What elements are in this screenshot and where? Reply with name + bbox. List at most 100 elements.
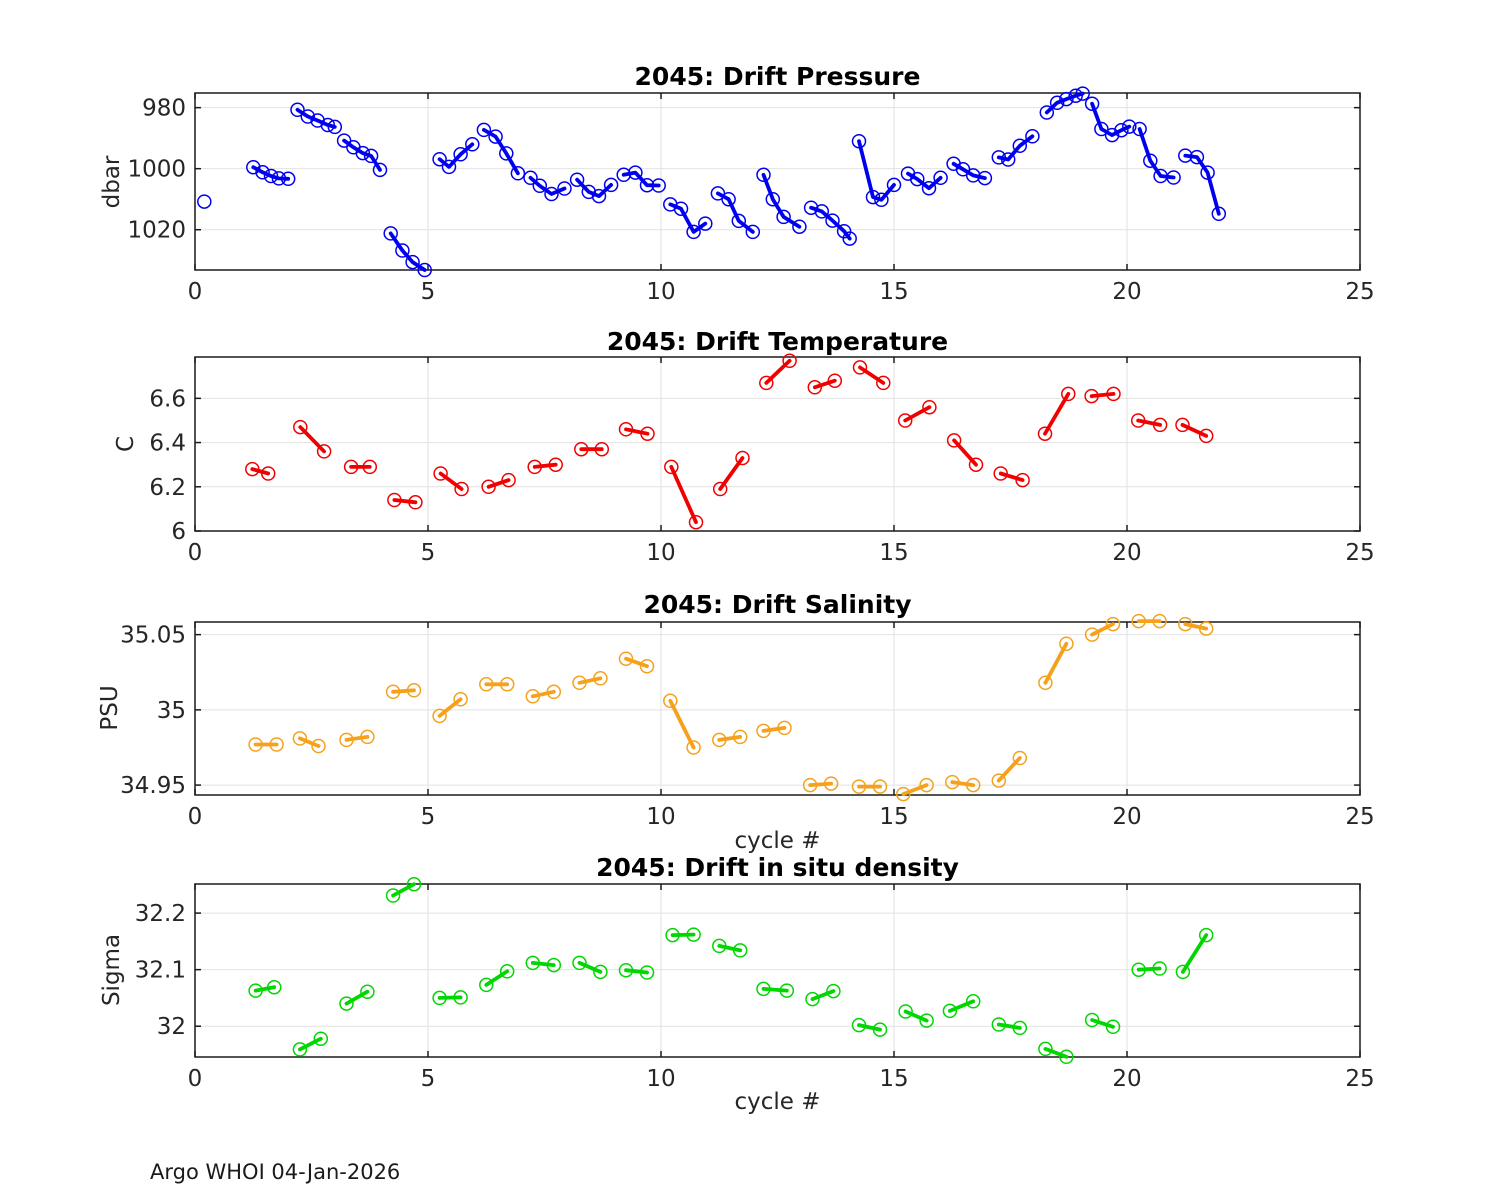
data-point-marker [510, 166, 526, 181]
drift-segment-line [438, 471, 464, 491]
drift-segment-line [903, 405, 932, 423]
data-point-marker [248, 983, 263, 998]
data-point-marker [977, 170, 993, 186]
drift-segment-line [344, 735, 370, 742]
x-tick-label: 20 [1112, 279, 1141, 305]
data-point-marker [919, 777, 934, 793]
data-point-marker [405, 254, 420, 270]
x-tick-label: 0 [188, 804, 203, 830]
drift-segment-line [761, 172, 802, 229]
x-tick-label: 5 [421, 279, 436, 305]
data-point-marker [852, 360, 868, 375]
data-point-marker [593, 671, 608, 686]
data-point-marker [745, 224, 761, 240]
data-point-marker [263, 168, 279, 184]
data-point-marker [290, 102, 305, 118]
data-point-marker [721, 191, 736, 207]
data-point-marker [922, 399, 937, 415]
data-point-marker [1131, 962, 1146, 977]
chart-title-density: 2045: Drift in situ density [596, 853, 959, 882]
data-point-marker [756, 167, 771, 183]
data-point-marker [618, 422, 634, 437]
data-point-marker [548, 457, 563, 472]
data-point-marker [417, 262, 432, 278]
data-point-marker [946, 433, 962, 448]
data-point-marker [1130, 413, 1146, 428]
drift-segment-line [437, 995, 463, 1000]
data-point-marker [591, 188, 607, 204]
drift-segment-line [1043, 641, 1069, 685]
data-point-marker [1198, 927, 1214, 943]
drift-segment-line [996, 756, 1022, 783]
data-point-marker [1075, 86, 1090, 101]
data-point-marker [1084, 627, 1100, 642]
data-point-marker [664, 459, 679, 475]
data-point-marker [1094, 121, 1109, 137]
drift-segment-line [484, 969, 510, 987]
data-point-marker [360, 729, 375, 745]
data-point-marker [292, 731, 308, 746]
data-point-marker [779, 983, 795, 998]
data-point-marker [1025, 129, 1040, 144]
data-point-marker [865, 189, 881, 205]
data-point-marker [527, 459, 542, 475]
data-point-marker [320, 117, 336, 133]
data-point-marker [1012, 1020, 1028, 1036]
drift-segment-line [906, 171, 943, 191]
x-tick-label: 20 [1112, 540, 1141, 566]
data-point-marker [544, 186, 559, 202]
drift-segment-line [996, 134, 1035, 162]
data-point-marker [339, 996, 354, 1011]
x-tick-label: 5 [421, 1066, 436, 1092]
data-point-marker [481, 479, 496, 495]
drift-segment-line [903, 1009, 929, 1023]
data-point-marker [1132, 121, 1147, 137]
data-point-marker [488, 129, 503, 144]
drift-segment-line [575, 177, 613, 199]
drift-segment-line [297, 1036, 323, 1052]
x-tick-label: 20 [1112, 1066, 1141, 1092]
data-point-marker [782, 353, 797, 369]
plot-frame [194, 356, 1361, 532]
data-point-marker [433, 466, 448, 481]
data-point-marker [898, 1004, 913, 1019]
drift-segment-line [1043, 391, 1071, 436]
x-tick-label: 25 [1345, 804, 1374, 830]
y-tick-label: 34.95 [120, 773, 186, 799]
x-tick-label: 15 [879, 279, 908, 305]
data-point-marker [355, 145, 371, 161]
data-point-marker [362, 459, 378, 475]
y-tick-label: 32 [157, 1014, 186, 1040]
drift-segment-line [1136, 966, 1162, 972]
drift-segment-line [857, 139, 896, 202]
drift-segment-line [952, 438, 978, 467]
x-tick-label: 15 [879, 804, 908, 830]
data-point-marker [385, 888, 401, 903]
drift-segment-line [717, 944, 743, 953]
data-point-marker [523, 170, 538, 186]
data-point-marker [432, 990, 447, 1006]
data-point-marker [919, 1013, 934, 1028]
data-point-marker [408, 495, 423, 510]
data-point-marker [271, 171, 287, 186]
data-point-marker [1068, 88, 1083, 103]
data-point-marker [525, 689, 541, 704]
data-point-marker [872, 779, 888, 794]
data-point-marker [851, 1017, 867, 1033]
drift-segment-line [437, 697, 463, 718]
data-point-marker [1000, 152, 1016, 167]
data-point-marker [805, 991, 820, 1007]
data-point-marker [479, 977, 494, 993]
data-point-marker [546, 957, 562, 973]
drift-segment-line [1181, 933, 1209, 974]
drift-segment-line [761, 987, 789, 993]
data-point-marker [792, 219, 807, 234]
data-point-marker [1198, 621, 1214, 636]
data-point-marker [363, 148, 379, 164]
data-point-marker [712, 732, 727, 748]
data-point-marker [1059, 1049, 1074, 1065]
data-point-marker [823, 776, 839, 791]
data-point-marker [698, 216, 713, 231]
